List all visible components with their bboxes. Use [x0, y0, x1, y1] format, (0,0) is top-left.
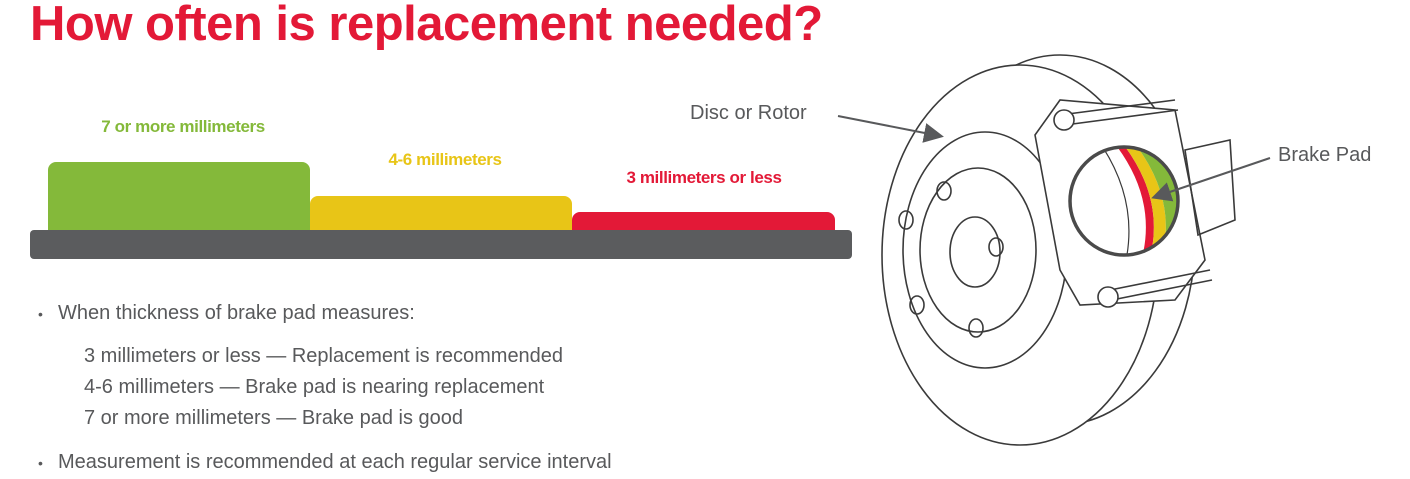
gauge-base: [30, 230, 852, 259]
hub-center: [949, 216, 1001, 288]
level-label-good: 7 or more millimeters: [101, 117, 265, 136]
bullet-sub-item: 4-6 millimeters — Brake pad is nearing r…: [84, 376, 545, 398]
bullet-intro: When thickness of brake pad measures:: [58, 302, 415, 324]
bullet-note: Measurement is recommended at each regul…: [58, 451, 612, 473]
bullet-sub-item: 7 or more millimeters — Brake pad is goo…: [84, 407, 464, 429]
bar-nearing: [310, 196, 572, 230]
lug-bolts: [898, 181, 1004, 338]
bar-replace: [572, 212, 835, 230]
level-label-nearing: 4-6 millimeters: [388, 150, 502, 169]
magnifier-ring: [1068, 145, 1180, 257]
bar-good: [48, 162, 310, 230]
rotor-drawing: [881, 54, 1236, 446]
page-title: How often is replacement needed?: [30, 0, 823, 51]
brake-pad-label: Brake Pad: [1278, 144, 1372, 166]
bullet-sub-item: 3 millimeters or less — Replacement is r…: [84, 345, 564, 367]
bullet-icon: •: [38, 455, 43, 471]
level-label-replace: 3 millimeters or less: [626, 168, 782, 187]
bullet-icon: •: [38, 306, 43, 322]
brake-pad-arrow-icon: [1151, 157, 1271, 202]
disc-label: Disc or Rotor: [690, 102, 807, 124]
disc-arrow-icon: [837, 115, 944, 143]
